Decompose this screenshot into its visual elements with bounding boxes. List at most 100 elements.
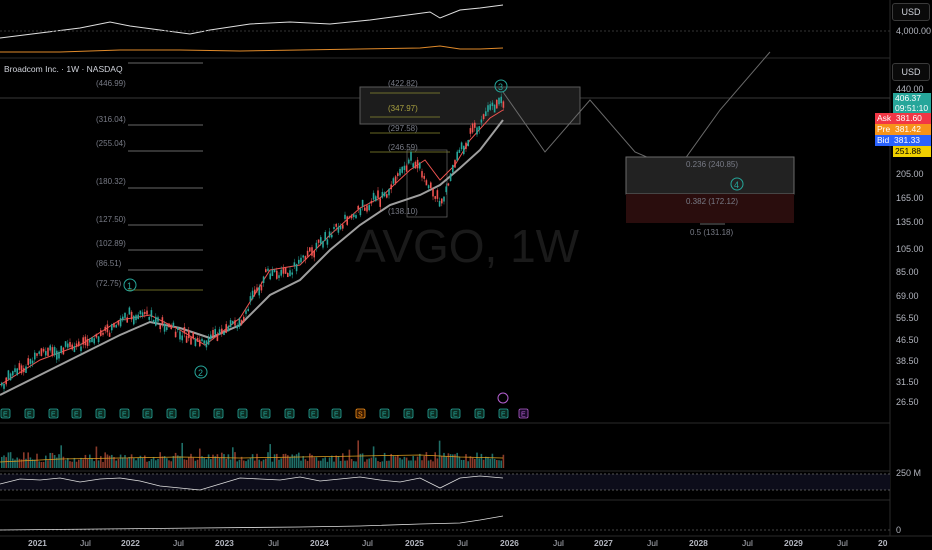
target-label: 0.5 (131.18) [690,228,733,237]
volume-bar [69,461,71,468]
volume-bar [467,461,469,468]
correction-box[interactable] [406,149,448,218]
volume-bar [157,458,159,468]
earnings-marker[interactable]: E [95,408,106,419]
volume-bar [346,460,348,468]
candle-body [172,322,175,327]
currency-selector-top[interactable]: USD [892,3,930,21]
volume-bar [71,461,73,468]
fib-retracement[interactable] [128,62,203,291]
earnings-marker[interactable]: E [0,408,11,419]
candle-body [67,343,69,348]
volume-bar [53,454,56,468]
volume-bar [216,454,219,468]
volume-bar [491,453,494,468]
chart-title[interactable]: Broadcom Inc. · 1W · NASDAQ [4,64,123,74]
candle-body [432,188,434,197]
price-axis[interactable]: 440.00 205.00 165.00 135.00 105.00 85.00… [896,26,931,535]
earnings-marker[interactable]: E [427,408,438,419]
candle-body [185,336,188,343]
wave4-target-zone[interactable] [625,156,795,195]
candle-body [7,370,10,380]
candle-body [416,159,419,169]
last-price-tag: 406.37 09:51:10 [893,93,931,113]
earnings-marker[interactable]: E [119,408,130,419]
volume-bar [86,458,89,468]
candle-body [388,188,390,196]
earnings-marker[interactable]: E [260,408,271,419]
projection-path[interactable] [502,51,771,171]
volume-bar [425,452,428,468]
candle-body [324,232,326,241]
earnings-marker-label: E [145,412,150,419]
earnings-marker[interactable]: E [308,408,319,419]
volume-bar [45,455,47,468]
volume-bar [256,453,258,468]
volume-bar [438,440,441,468]
candle-body [430,182,432,189]
earnings-marker[interactable]: E [142,408,153,419]
earnings-marker[interactable]: E [237,408,248,419]
volume-bar [139,455,142,468]
time-tick: 2026 [500,538,519,548]
candle-body [31,360,34,364]
dividend-marker[interactable]: S [355,408,366,419]
earnings-marker[interactable]: E [166,408,177,419]
volume-bar [172,455,175,468]
candle-body [342,224,344,229]
fib-label: (86.51) [96,259,122,268]
earnings-marker[interactable]: E [403,408,414,419]
candle-body [322,240,324,248]
volume-bar [465,454,467,468]
earnings-marker[interactable]: E [189,408,200,419]
volume-bar [397,454,399,468]
volume-bar [271,461,274,468]
earnings-marker[interactable]: E [498,408,509,419]
candle-body [394,176,397,184]
candle-body [298,259,300,264]
earnings-marker[interactable]: E [213,408,224,419]
volume-bar [394,456,397,468]
volume-bar [489,458,491,468]
candle-body [240,320,243,325]
candle-body [194,338,197,346]
volume-bar [229,459,232,468]
volume-bar [287,455,289,468]
candle-body [104,326,106,331]
earnings-marker[interactable]: E [48,408,59,419]
earnings-marker[interactable]: E [331,408,342,419]
earnings-marker[interactable]: E [518,408,529,419]
candle-body [287,272,289,278]
earnings-marker-label: E [169,412,174,419]
earnings-marker[interactable]: E [284,408,295,419]
candle-body [148,316,150,320]
volume-bar [355,461,357,468]
wave4-extended-zone[interactable] [626,194,794,223]
candle-body [227,325,230,332]
candle-body [302,255,304,258]
target-label: 0.382 (172.12) [686,197,738,206]
volume-bar [458,456,461,468]
time-tick: Jul [647,538,658,548]
candlestick-series[interactable] [1,93,505,392]
upcoming-event-icon[interactable] [497,392,509,404]
earnings-marker[interactable]: E [71,408,82,419]
rsi-line [0,475,504,491]
candle-body [368,205,370,211]
earnings-marker[interactable]: E [24,408,35,419]
fib-label: (180.32) [96,177,126,186]
earnings-marker[interactable]: E [474,408,485,419]
earnings-marker[interactable]: E [379,408,390,419]
time-axis[interactable]: 2021 Jul 2022 Jul 2023 Jul 2024 Jul 2025… [28,538,888,548]
ask-value: 381.60 [895,113,922,123]
candle-body [375,196,377,202]
volume-bar [115,460,117,468]
price-tick: 38.50 [896,356,919,366]
earnings-marker[interactable]: E [450,408,461,419]
volume-bar [243,460,245,468]
price-tick: 85.00 [896,267,919,277]
currency-selector-main[interactable]: USD [892,63,930,81]
candle-body [86,338,89,346]
